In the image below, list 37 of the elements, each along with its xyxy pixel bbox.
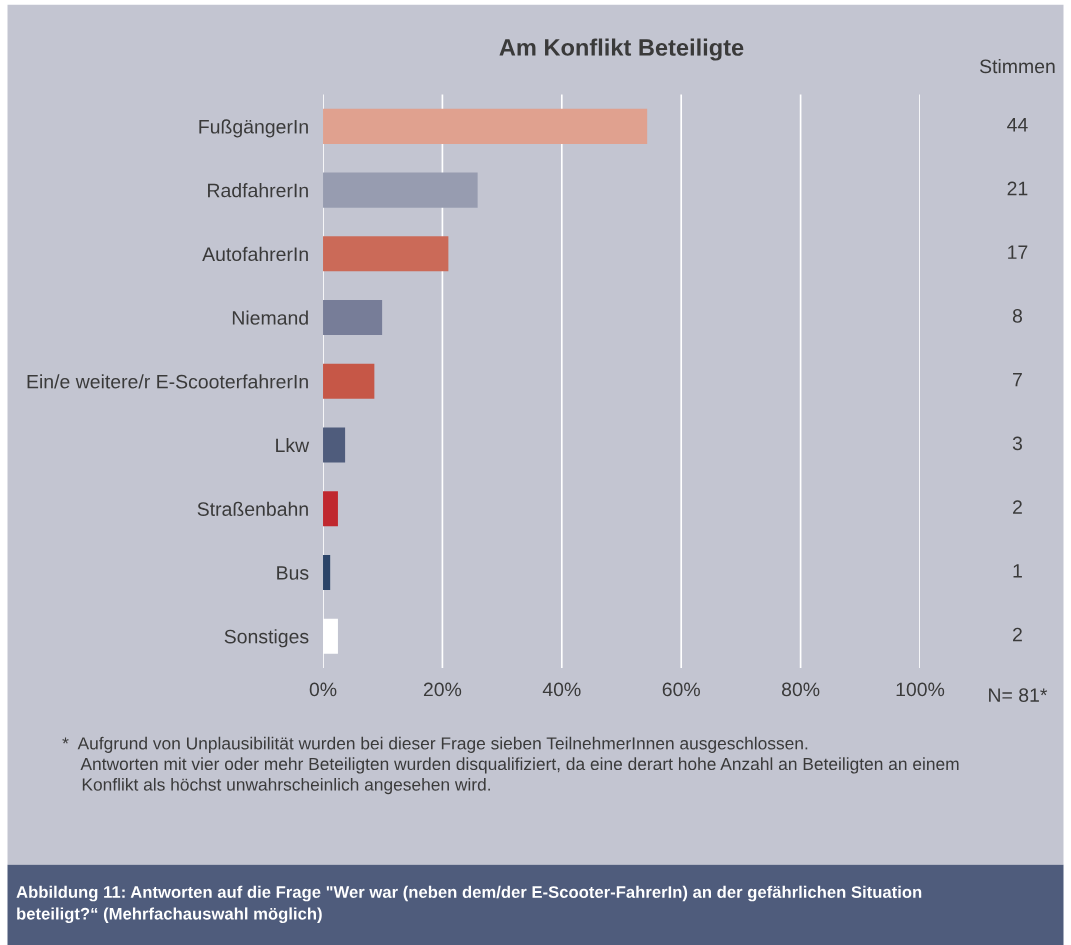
x-tick-label: 80% [781, 682, 820, 697]
text: Stimmen [979, 58, 1055, 74]
bar [323, 172, 478, 208]
bar [323, 236, 449, 272]
y-tick-label: Lkw [276, 438, 310, 453]
y-tick-label: Ein/e weitere/r E-ScooterfahrerIn [27, 374, 308, 389]
y-tick-label: Bus [277, 566, 309, 580]
x-tick-label: 60% [662, 682, 700, 697]
bar [323, 618, 338, 654]
text: 8 [1012, 309, 1023, 323]
y-tick-label: FußgängerIn [199, 119, 308, 138]
bar [323, 300, 383, 336]
y-tick-label: Sonstiges [224, 629, 309, 648]
text: N= 81* [989, 688, 1048, 703]
y-tick-label: Niemand [232, 310, 308, 325]
y-tick-label: Straßenbahn [197, 501, 308, 517]
text: 1 [1013, 564, 1022, 578]
text: 3 [1012, 436, 1022, 451]
text: 21 [1007, 181, 1028, 196]
text: 17 [1008, 245, 1028, 259]
x-tick-label: 0% [309, 682, 337, 697]
y-tick-label: AutofahrerIn [202, 246, 308, 262]
chart-title: Am Konflikt Beteiligte [499, 38, 744, 61]
text: 2 [1013, 627, 1022, 642]
bar [323, 108, 648, 144]
x-tick-label: 100% [896, 682, 945, 697]
y-tick-label: RadfahrerIn [208, 183, 308, 198]
bar [323, 427, 346, 463]
text: 7 [1013, 372, 1022, 387]
x-tick-label: 40% [542, 682, 581, 697]
x-tick-label: 20% [423, 682, 462, 697]
text: Abbildung 11: Antworten auf die Frage "Wer war (neben dem/der E-Scooter-FahrerIn) an der gefährlichen Situation beteiligt?“ (Mehrfachauswahl möglich) [16, 885, 922, 923]
bar [323, 491, 338, 527]
text: 44 [1007, 118, 1028, 132]
text: 2 [1013, 500, 1022, 514]
text: * Aufgrund von Unplausibilität wurden bei dieser Frage sieben TeilnehmerInnen ausgeschlossen. Antworten mit vier oder mehr Beteiligten wurden disqualifiziert, da eine derart hohe Anzahl an Beteiligten an einem Konflikt als höchst unwahrscheinlich angesehen wird. [62, 736, 959, 795]
bar [323, 363, 375, 399]
